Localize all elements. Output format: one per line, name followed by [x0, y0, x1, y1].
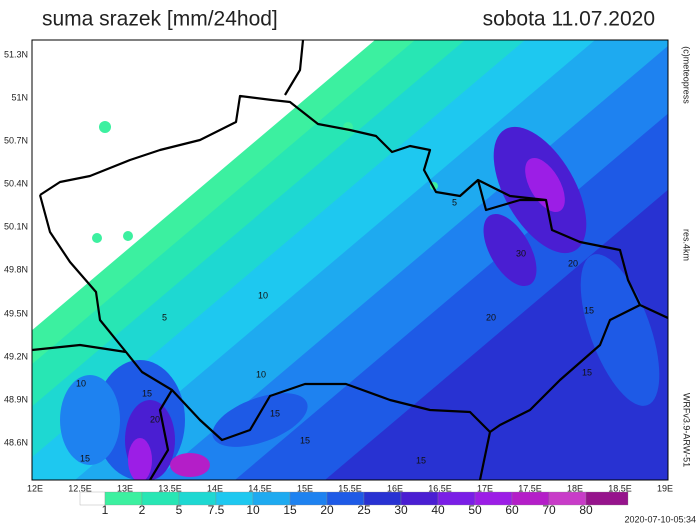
lon-label: 13E [117, 483, 133, 493]
contour-label: 15 [80, 453, 90, 463]
colorbar-label: 70 [542, 503, 556, 517]
colorbar-label: 20 [320, 503, 334, 517]
lon-label: 15.5E [338, 483, 362, 493]
colorbar-label: 40 [431, 503, 445, 517]
colorbar-swatch [141, 491, 180, 506]
date: sobota 11.07.2020 [483, 8, 655, 31]
title: suma srazek [mm/24hod] [42, 8, 278, 31]
colorbar-label: 10 [246, 503, 260, 517]
lon-label: 18E [567, 483, 583, 493]
precip-field [32, 40, 668, 480]
colorbar-swatch [104, 491, 143, 506]
contour-label: 15 [584, 305, 594, 315]
contour-label: 20 [150, 414, 160, 424]
contour-label: 20 [568, 258, 578, 268]
lon-label: 16.5E [428, 483, 452, 493]
map-frame [31, 39, 669, 481]
field-blob [128, 438, 152, 480]
credit: (c)meteopress [682, 46, 692, 104]
field-blob [483, 213, 537, 287]
colorbar-label: 50 [468, 503, 482, 517]
borders [32, 40, 668, 480]
lat-label: 50.7N [4, 135, 28, 145]
colorbar-label: 60 [505, 503, 519, 517]
lon-label: 13.5E [158, 483, 182, 493]
contour-label: 5 [452, 197, 457, 207]
contour-label: 20 [486, 312, 496, 322]
colorbar-label: 25 [357, 503, 371, 517]
field-blob [123, 231, 133, 241]
contour-label: 15 [270, 408, 280, 418]
lon-label: 17.5E [518, 483, 542, 493]
contour-label: 30 [516, 248, 526, 258]
contour-label: 15 [582, 367, 592, 377]
lon-label: 14E [207, 483, 223, 493]
lon-label: 15E [297, 483, 313, 493]
lat-label: 50.4N [4, 178, 28, 188]
field-blob [525, 157, 565, 213]
credit: WRFv3.9-ARW-51 [682, 393, 692, 467]
lat-label: 49.5N [4, 308, 28, 318]
field-band [32, 40, 375, 480]
lat-label: 49.8N [4, 264, 28, 274]
contour-label: 10 [76, 378, 86, 388]
colorbar-label: 1 [102, 503, 109, 517]
field-blob [580, 254, 660, 406]
contour-label: 15 [142, 388, 152, 398]
lon-label: 19E [657, 483, 673, 493]
lat-label: 48.9N [4, 394, 28, 404]
lon-label: 12E [27, 483, 43, 493]
colorbar-label: 5 [176, 503, 183, 517]
lat-label: 50.1N [4, 221, 28, 231]
colorbar-label: 7.5 [208, 503, 225, 517]
credit: res.4km [682, 229, 692, 261]
colorbar-label: 30 [394, 503, 408, 517]
lon-label: 17E [477, 483, 493, 493]
contour-label: 15 [416, 455, 426, 465]
colorbar-label: 2 [139, 503, 146, 517]
contour-label: 10 [256, 369, 266, 379]
lon-label: 12.5E [68, 483, 92, 493]
colorbar-swatch [585, 491, 629, 506]
lon-label: 14.5E [248, 483, 272, 493]
lat-label: 51N [11, 92, 28, 102]
timestamp: 2020-07-10-05:34 [624, 514, 696, 524]
colorbar-label: 80 [579, 503, 593, 517]
colorbar-label: 15 [283, 503, 297, 517]
field-blob [99, 121, 111, 133]
lat-label: 51.3N [4, 49, 28, 59]
lat-label: 49.2N [4, 351, 28, 361]
field-blob [170, 453, 210, 477]
lat-label: 48.6N [4, 437, 28, 447]
field-blob [212, 393, 308, 447]
contour-label: 15 [300, 435, 310, 445]
lon-label: 16E [387, 483, 403, 493]
lon-label: 18.5E [608, 483, 632, 493]
contour-label: 10 [258, 290, 268, 300]
field-blob [92, 233, 102, 243]
field-blob [60, 375, 120, 465]
contour-label: 5 [162, 312, 167, 322]
